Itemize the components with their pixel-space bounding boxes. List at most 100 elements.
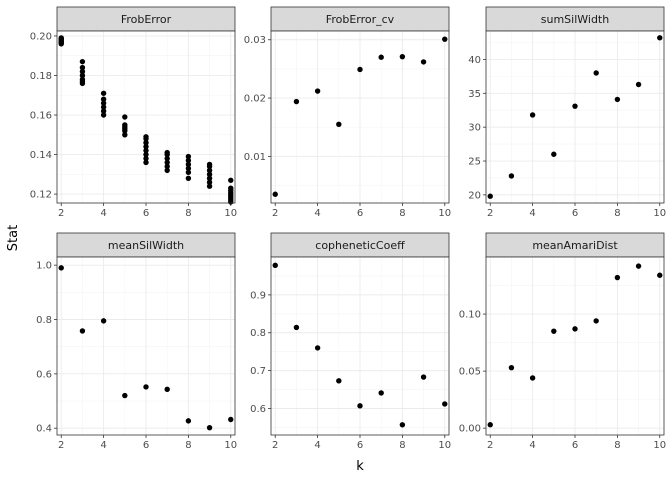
data-point	[314, 345, 321, 351]
y-tick-label: 0.6	[36, 369, 52, 380]
x-tick-label: 10	[438, 440, 451, 451]
x-tick-label: 6	[357, 208, 363, 219]
y-tick-label: 0.01	[244, 152, 266, 163]
data-point	[442, 36, 448, 42]
y-tick-label: 35	[468, 89, 481, 100]
data-point	[206, 171, 213, 178]
data-point	[228, 185, 234, 191]
x-tick-label: 4	[100, 208, 106, 219]
data-point	[336, 121, 342, 127]
data-point	[143, 151, 149, 158]
data-point	[143, 155, 149, 162]
y-tick-label: 20	[468, 190, 481, 201]
y-tick-label: 0.8	[250, 328, 266, 339]
y-tick-label: 0.7	[250, 366, 266, 377]
data-point	[164, 163, 170, 170]
data-point	[593, 318, 599, 324]
data-point	[206, 161, 213, 168]
x-tick-label: 6	[143, 208, 149, 219]
y-tick-label: 0.6	[250, 404, 266, 415]
data-point	[228, 177, 234, 183]
data-point	[164, 155, 170, 162]
data-point	[122, 122, 128, 128]
data-point	[58, 40, 64, 46]
x-tick-label: 8	[185, 208, 191, 219]
data-point	[551, 328, 557, 334]
data-point	[357, 403, 363, 409]
x-tick-label: 2	[487, 208, 493, 219]
panel-border	[56, 256, 236, 436]
data-point	[206, 175, 213, 181]
facet-panel-copheneticCoeff: copheneticCoeff 2 4 6 8 10 0.6 0.7 0.8 0.9	[250, 232, 451, 451]
x-tick-label: 8	[399, 208, 405, 219]
facet-strip-label: copheneticCoeff	[315, 239, 405, 252]
data-point	[143, 134, 149, 140]
x-tick-label: 4	[529, 208, 535, 219]
x-tick-label: 10	[653, 208, 666, 219]
data-point	[487, 193, 493, 199]
data-point	[399, 422, 406, 428]
data-point	[593, 70, 599, 76]
panel-border	[270, 256, 450, 436]
data-point	[529, 112, 536, 118]
data-point	[508, 364, 515, 371]
facet-strip-label: FrobError	[121, 13, 172, 26]
data-point	[100, 108, 107, 114]
data-point	[100, 104, 107, 110]
data-point	[551, 151, 557, 157]
y-tick-label: 0.20	[30, 31, 52, 42]
data-point	[228, 416, 234, 423]
x-tick-label: 4	[314, 208, 320, 219]
facet-panel-FrobError_cv: FrobError_cv 2 4 6 8 10 0.01 0.02 0.03	[244, 6, 451, 219]
x-tick-label: 6	[143, 440, 149, 451]
data-point	[122, 392, 128, 399]
y-tick-label: 0.4	[36, 424, 52, 435]
data-point	[185, 418, 192, 424]
data-point	[79, 58, 86, 65]
data-point	[272, 262, 278, 269]
data-point	[58, 265, 64, 271]
data-point	[164, 149, 170, 156]
data-point	[378, 54, 384, 60]
facet-panel-FrobError: FrobError 2 4 6 8 10 0.12 0.14 0.16 0.18 0.20	[30, 6, 237, 219]
data-point	[185, 153, 192, 160]
x-tick-label: 6	[357, 440, 363, 451]
data-point	[314, 88, 321, 94]
x-tick-label: 2	[272, 440, 278, 451]
data-point	[378, 390, 384, 396]
facet-strip-label: meanAmariDist	[532, 239, 618, 252]
facet-strip	[270, 6, 450, 32]
data-point	[79, 328, 86, 334]
x-tick-label: 2	[487, 440, 493, 451]
x-tick-label: 2	[58, 208, 64, 219]
x-tick-label: 8	[614, 208, 620, 219]
data-point	[100, 96, 107, 102]
data-point	[442, 401, 448, 407]
data-point	[487, 422, 493, 428]
facet-strip	[56, 6, 236, 32]
y-tick-label: 0.12	[30, 190, 52, 201]
y-tick-label: 0.9	[250, 290, 266, 301]
x-tick-label: 10	[438, 208, 451, 219]
x-tick-label: 10	[224, 440, 237, 451]
data-point	[79, 68, 86, 75]
data-point	[100, 100, 107, 106]
data-point	[657, 272, 663, 278]
data-point	[143, 384, 149, 390]
data-point	[164, 167, 170, 174]
data-point	[143, 143, 149, 150]
x-tick-label: 4	[529, 440, 535, 451]
facet-panel-meanAmariDist: meanAmariDist 2 4 6 8 10 0.00 0.05 0.10	[459, 232, 666, 451]
panel-border	[485, 30, 665, 204]
data-point	[122, 132, 128, 138]
x-tick-label: 2	[58, 440, 64, 451]
data-point	[293, 98, 300, 105]
y-tick-label: 0.8	[36, 315, 52, 326]
panel-border	[56, 30, 236, 204]
x-tick-label: 4	[100, 440, 106, 451]
facet-strip	[56, 232, 236, 258]
data-point	[100, 318, 107, 324]
y-tick-label: 0.10	[459, 310, 481, 321]
